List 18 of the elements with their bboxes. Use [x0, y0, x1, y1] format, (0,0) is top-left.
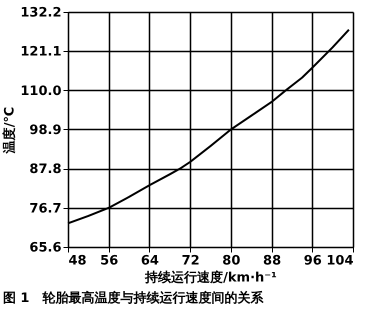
y-tick-label: 110.0: [20, 84, 62, 99]
x-tick-label: 56: [100, 254, 118, 268]
x-tick-label: 104: [326, 254, 354, 268]
caption: 图 1 轮胎最高温度与持续运行速度间的关系: [2, 290, 264, 306]
y-tick-label: 121.1: [20, 44, 62, 60]
x-tick-label: 88: [263, 254, 282, 268]
y-tick-label: 65.6: [29, 240, 62, 256]
x-tick-label: 64: [140, 254, 159, 268]
y-axis-title: 温度/℃: [1, 106, 18, 154]
y-tick-label: 98.9: [29, 123, 62, 138]
y-tick-label: 76.7: [29, 201, 62, 216]
x-axis-title: 持续运行速度/km·h⁻¹: [144, 270, 277, 286]
x-tick-label: 48: [68, 254, 87, 268]
y-tick-label: 87.8: [29, 162, 62, 178]
y-tick-label: 132.2: [20, 6, 62, 20]
x-tick-label: 80: [222, 254, 240, 268]
x-tick-label: 96: [304, 254, 322, 268]
x-tick-label: 72: [182, 254, 200, 268]
